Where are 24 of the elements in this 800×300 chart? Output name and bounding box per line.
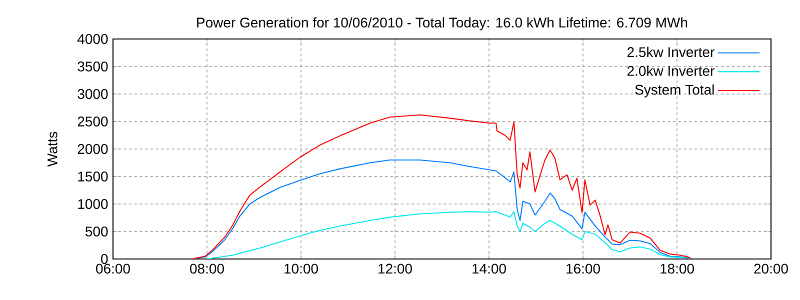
legend-label: System Total: [635, 84, 714, 98]
y-tick-label: 2500: [78, 116, 108, 126]
x-tick-label: 20:00: [754, 264, 788, 274]
x-tick-label: 06:00: [96, 264, 130, 274]
legend-label: 2.0kw Inverter: [627, 66, 714, 76]
x-tick-label: 12:00: [378, 264, 412, 274]
x-tick-label: 08:00: [190, 264, 224, 274]
y-tick-label: 4000: [77, 34, 108, 44]
y-tick-label: 0: [101, 254, 108, 264]
y-tick-label: 2000: [78, 144, 108, 154]
legend-label: 2.5kw Inverter: [627, 46, 714, 58]
line-series: [191, 114, 693, 259]
x-tick-label: 10:00: [284, 264, 318, 274]
y-axis-title: Watts: [48, 132, 58, 167]
y-tick-label: 3000: [78, 89, 108, 99]
y-tick-label: 500: [85, 226, 108, 236]
x-tick-label: 18:00: [660, 264, 694, 274]
x-tick-label: 14:00: [472, 264, 506, 274]
line-series: [206, 211, 693, 259]
x-tick-label: 16:00: [566, 264, 600, 274]
y-tick-label: 1500: [78, 172, 108, 182]
y-tick-label: 3500: [78, 62, 108, 72]
chart-title: Power Generation for 10/06/2010 - Total Today: 16.0 kWh Lifetime: 6.709 MWh: [197, 17, 688, 30]
y-tick-label: 1000: [78, 199, 108, 209]
